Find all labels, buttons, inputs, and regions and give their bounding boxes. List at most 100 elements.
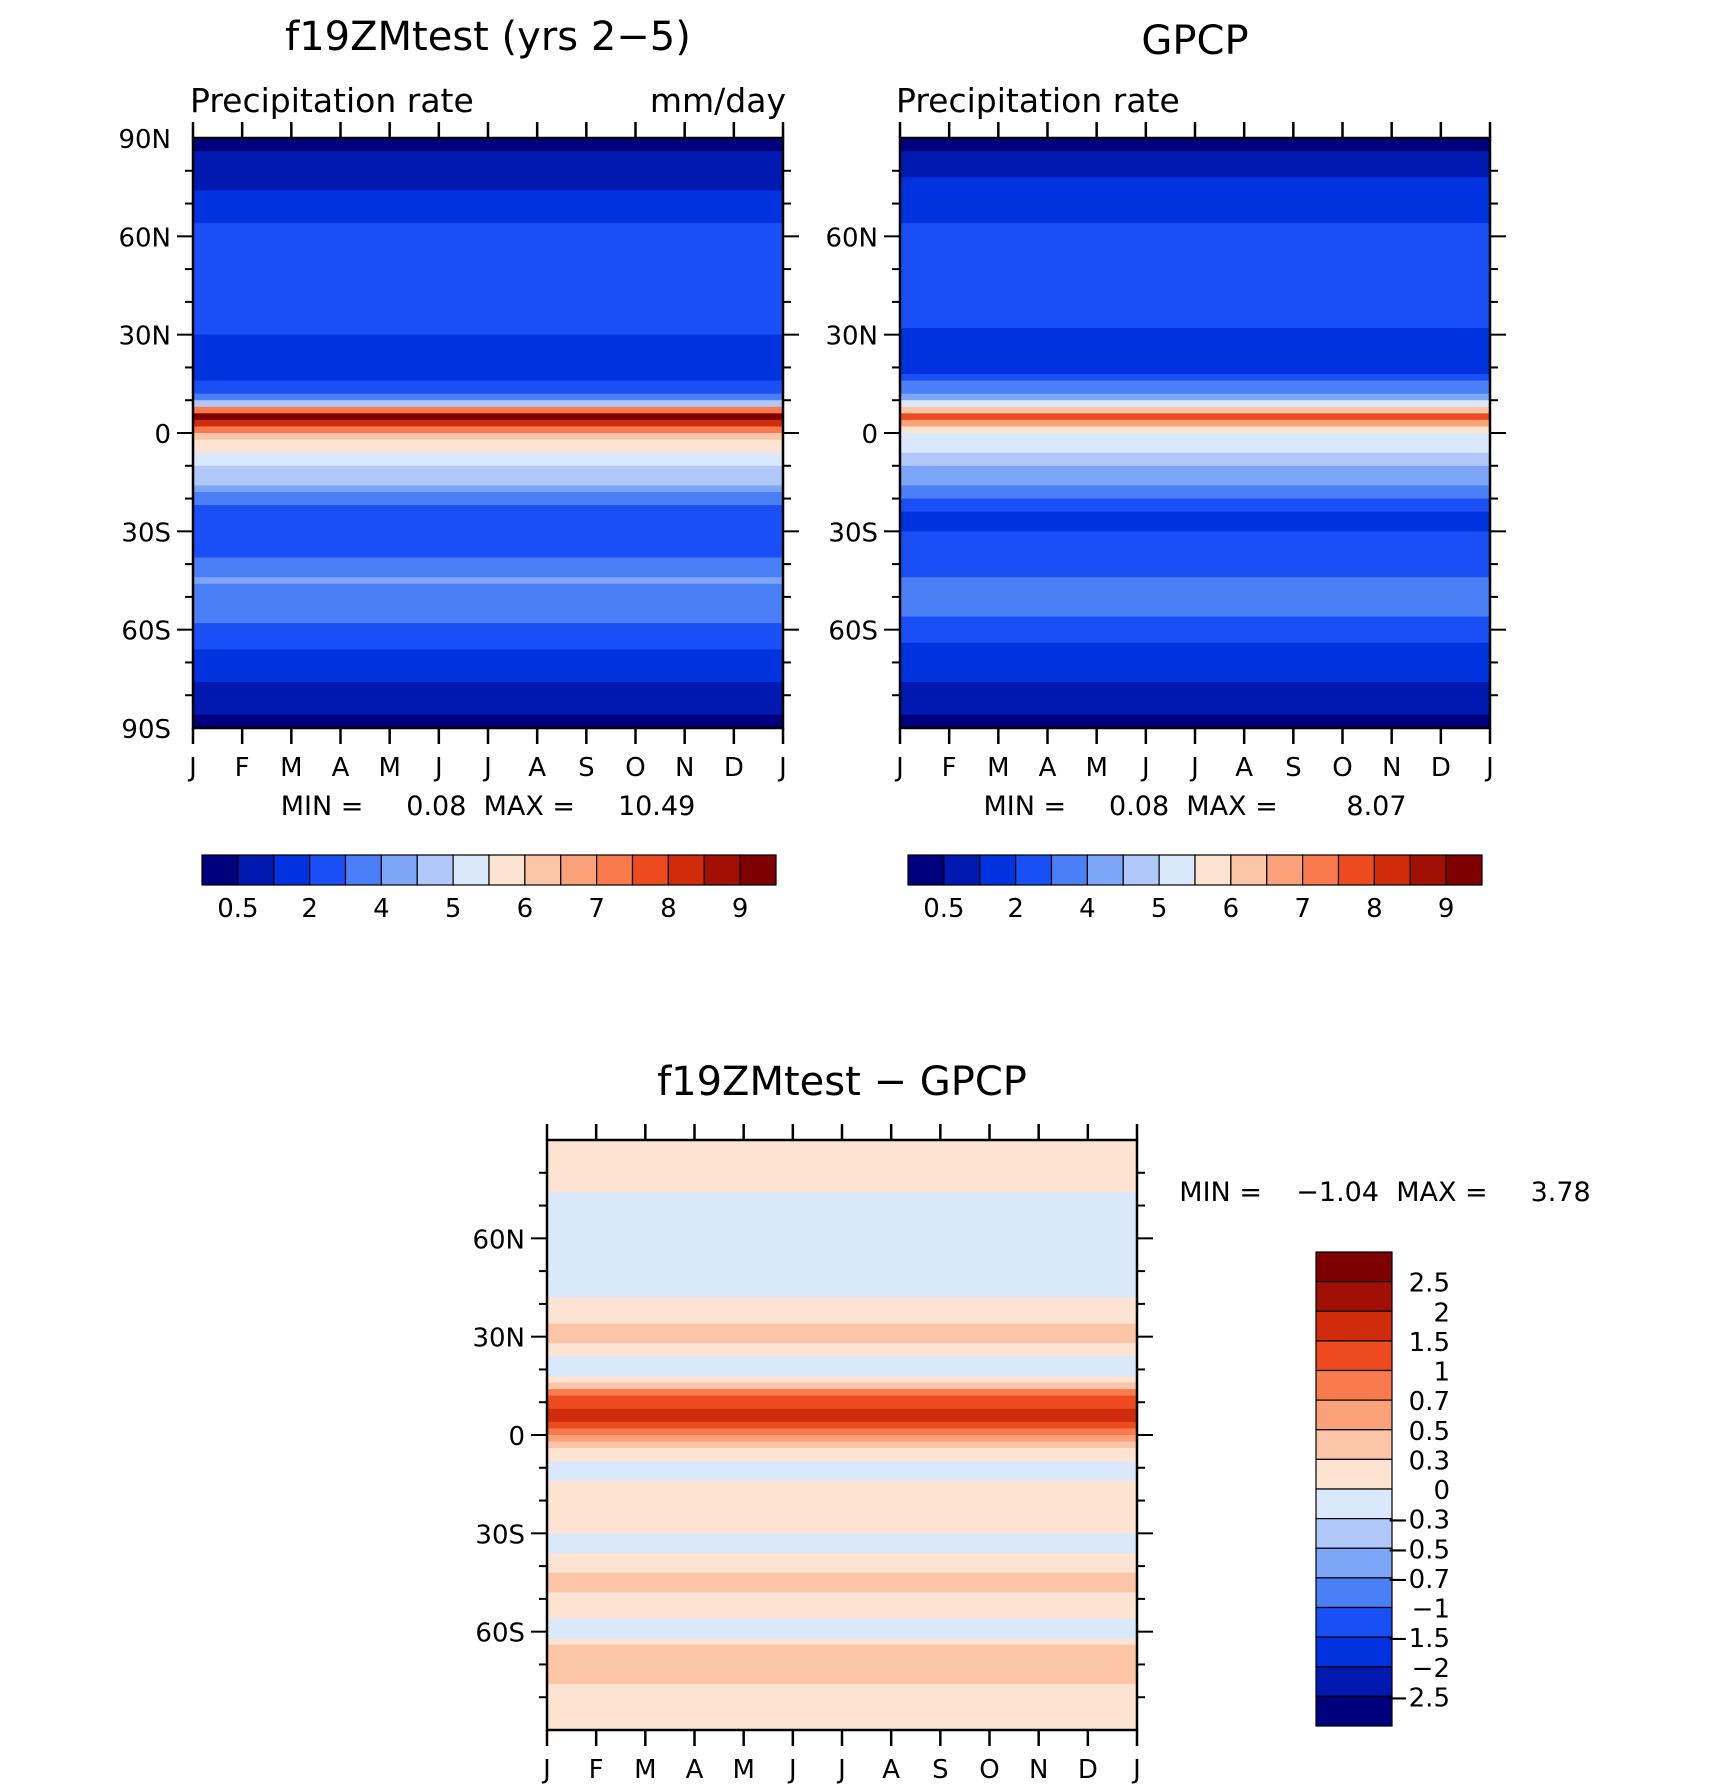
field-band — [193, 459, 783, 467]
field-band — [547, 1664, 1137, 1672]
field-band — [900, 544, 1490, 552]
field-band — [900, 472, 1490, 480]
colorbar-swatch — [667, 854, 705, 886]
field-band — [193, 223, 783, 231]
colorbar-label: −1.5 — [1387, 1624, 1450, 1654]
field-band — [900, 157, 1490, 165]
colorbar-label: 1 — [1433, 1358, 1450, 1388]
y-tick-label: 60S — [475, 1619, 525, 1649]
colorbar-label: −2.5 — [1387, 1683, 1450, 1713]
field-band — [547, 1539, 1137, 1548]
y-tick-label: 30N — [825, 322, 878, 352]
field-band — [193, 518, 783, 526]
field-band — [193, 236, 783, 244]
panel-model-stats: MIN = 0.08 MAX = 10.49 — [281, 791, 696, 822]
colorbar-label: 8 — [660, 894, 677, 924]
field-band — [547, 1638, 1137, 1646]
field-band — [193, 262, 783, 270]
field-band — [193, 492, 783, 500]
panel-diff-stats: MIN = −1.04 MAX = 3.78 — [1179, 1177, 1590, 1208]
field-band — [193, 315, 783, 323]
colorbar-swatch — [1315, 1606, 1393, 1638]
field-band — [900, 708, 1490, 716]
colorbar-swatch — [596, 854, 634, 886]
field-band — [547, 1218, 1137, 1226]
field-band — [900, 531, 1490, 539]
field-band — [547, 1651, 1137, 1659]
field-band — [547, 1231, 1137, 1239]
field-band — [900, 275, 1490, 283]
field-band — [900, 301, 1490, 310]
colorbar-swatch — [560, 854, 598, 886]
field-band — [547, 1441, 1137, 1449]
colorbar-swatch — [1230, 854, 1268, 886]
field-band — [900, 210, 1490, 218]
field-band — [547, 1461, 1137, 1469]
colorbar-swatch — [1409, 854, 1447, 886]
colorbar-swatch — [1315, 1577, 1393, 1609]
field-band — [900, 164, 1490, 172]
field-band — [547, 1212, 1137, 1220]
colorbar-swatch — [1315, 1310, 1393, 1342]
colorbar-swatch — [488, 854, 526, 886]
field-band — [547, 1284, 1137, 1292]
colorbar-swatch — [1315, 1695, 1393, 1727]
field-band — [193, 216, 783, 224]
y-tick-label: 30N — [118, 322, 171, 352]
field-band — [193, 256, 783, 264]
colorbar-swatch — [344, 854, 382, 886]
field-band — [193, 511, 783, 519]
colorbar-swatch — [1315, 1666, 1393, 1697]
field-band — [193, 413, 783, 421]
field-band — [900, 623, 1490, 631]
field-band — [547, 1244, 1137, 1253]
field-band — [547, 1494, 1137, 1502]
field-band — [547, 1533, 1137, 1541]
y-tick-label: 30S — [828, 518, 878, 548]
field-band — [900, 465, 1490, 473]
y-tick-label: 0 — [861, 420, 878, 450]
x-tick-label: S — [932, 1755, 949, 1785]
colorbar-swatch — [979, 854, 1017, 886]
field-band — [193, 623, 783, 631]
field-band — [900, 524, 1490, 532]
panel-obs-title: GPCP — [1141, 18, 1248, 64]
y-tick-label: 0 — [508, 1422, 525, 1452]
field-band — [193, 269, 783, 277]
field-band — [193, 596, 783, 605]
colorbar-swatch — [201, 854, 239, 886]
field-band — [900, 138, 1490, 146]
field-band — [193, 577, 783, 585]
field-band — [547, 1343, 1137, 1351]
field-band — [547, 1710, 1137, 1718]
colorbar-label: 1.5 — [1409, 1328, 1450, 1358]
field-band — [547, 1500, 1137, 1508]
x-tick-label: M — [378, 753, 400, 783]
colorbar-swatch — [703, 854, 741, 886]
field-band — [900, 295, 1490, 303]
y-tick-label: 30S — [121, 518, 171, 548]
panel-model-subtitle-right: mm/day — [650, 81, 786, 120]
field-band — [900, 655, 1490, 664]
field-band — [547, 1205, 1137, 1213]
field-band — [900, 675, 1490, 683]
colorbar-label: 7 — [1294, 894, 1311, 924]
field-band — [193, 669, 783, 677]
field-band — [193, 688, 783, 696]
field-band — [547, 1336, 1137, 1344]
field-band — [547, 1671, 1137, 1679]
x-tick-label: F — [589, 1755, 604, 1785]
field-band — [193, 636, 783, 644]
field-band — [900, 288, 1490, 296]
field-band — [193, 275, 783, 283]
field-band — [193, 197, 783, 205]
field-band — [900, 459, 1490, 467]
field-band — [193, 419, 783, 428]
field-band — [193, 433, 783, 441]
field-band — [193, 590, 783, 598]
field-band — [547, 1225, 1137, 1233]
field-band — [193, 367, 783, 375]
field-band — [547, 1277, 1137, 1285]
field-band — [900, 262, 1490, 270]
field-band — [193, 164, 783, 172]
